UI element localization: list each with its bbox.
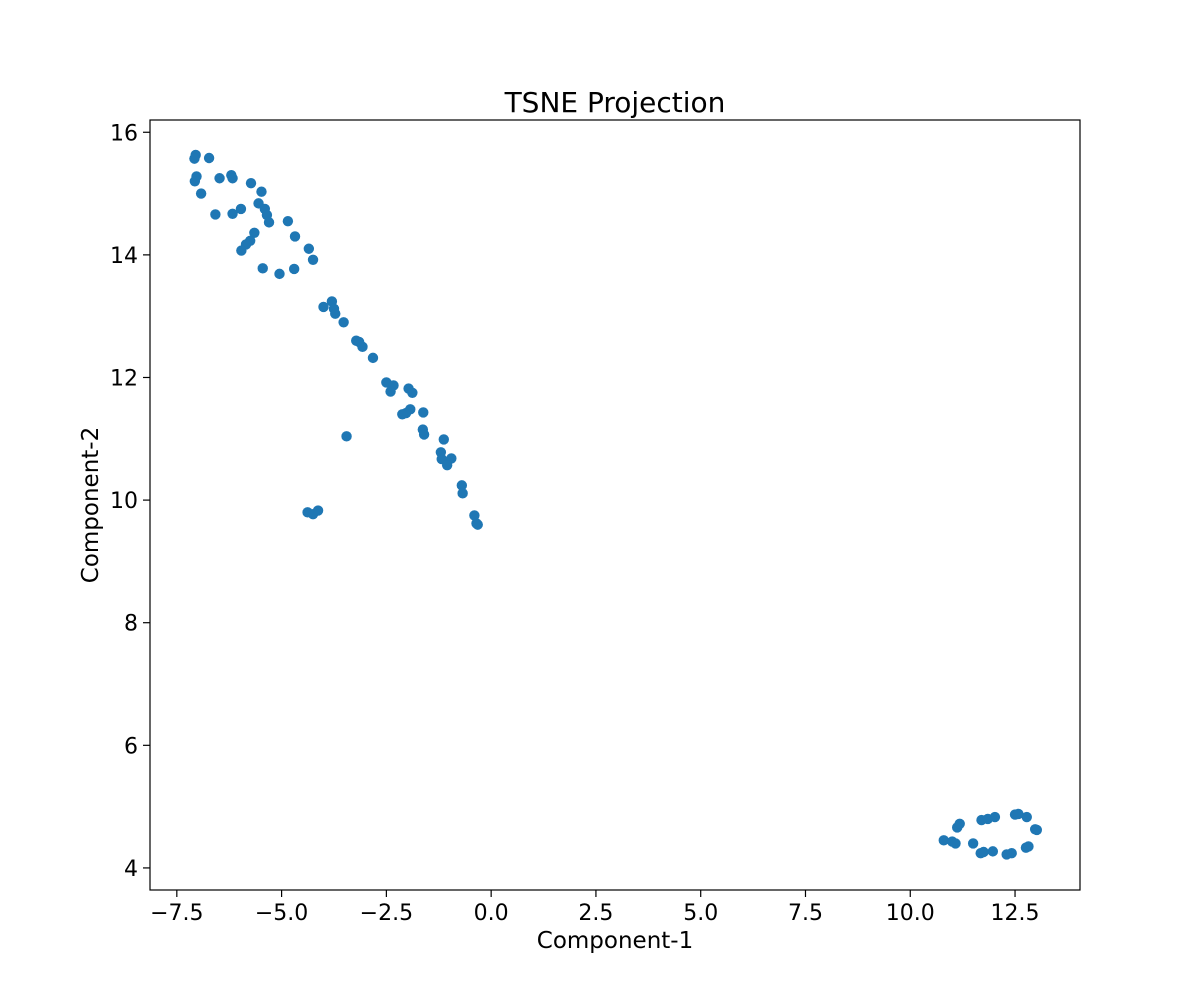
data-point xyxy=(214,173,225,184)
data-point xyxy=(263,217,275,228)
data-point xyxy=(274,268,285,280)
data-point xyxy=(938,835,949,846)
data-point xyxy=(987,846,999,857)
data-point xyxy=(203,152,215,164)
chart-title: TSNE Projection xyxy=(504,86,726,119)
x-tick-label: 5.0 xyxy=(683,901,718,926)
y-axis-ticks: 4 6 8 10 12 14 16 xyxy=(110,121,150,882)
x-tick-label: 10.0 xyxy=(886,901,935,926)
y-axis-label: Component-2 xyxy=(78,427,104,583)
data-point xyxy=(1021,811,1032,823)
data-point xyxy=(950,838,961,849)
data-point xyxy=(472,519,483,530)
data-point xyxy=(978,846,989,858)
data-point xyxy=(418,429,430,440)
y-tick-label: 12 xyxy=(110,366,138,391)
data-point xyxy=(307,254,319,265)
x-tick-label: −5.0 xyxy=(255,901,308,926)
data-point xyxy=(418,407,429,418)
data-points xyxy=(189,149,1043,860)
data-point xyxy=(289,231,301,242)
x-tick-label: 7.5 xyxy=(788,901,823,926)
data-point xyxy=(397,409,408,420)
data-point xyxy=(989,811,1001,823)
data-point xyxy=(357,341,368,353)
data-point xyxy=(227,173,238,184)
data-point xyxy=(227,208,238,219)
data-point xyxy=(967,838,979,849)
data-point xyxy=(288,263,300,275)
x-tick-label: −7.5 xyxy=(150,901,203,926)
data-point xyxy=(1031,824,1043,836)
data-point xyxy=(456,480,468,491)
data-point xyxy=(189,176,201,187)
data-point xyxy=(1006,848,1017,859)
data-point xyxy=(330,308,341,319)
data-point xyxy=(282,215,294,227)
data-point xyxy=(954,818,965,829)
data-point xyxy=(303,243,315,254)
plot-frame xyxy=(149,119,1081,891)
data-point xyxy=(189,153,200,164)
data-point xyxy=(341,431,352,442)
data-point xyxy=(245,177,257,189)
y-tick-label: 8 xyxy=(124,612,138,637)
data-point xyxy=(367,352,379,364)
data-point xyxy=(257,263,268,274)
y-tick-label: 10 xyxy=(110,489,138,514)
data-point xyxy=(1023,841,1034,852)
x-tick-label: 2.5 xyxy=(578,901,613,926)
x-tick-label: 0.0 xyxy=(474,901,509,926)
data-point xyxy=(195,188,207,199)
y-tick-label: 6 xyxy=(124,734,138,759)
data-point xyxy=(210,209,221,220)
data-point xyxy=(338,317,349,328)
y-tick-label: 4 xyxy=(124,857,138,882)
x-axis-label: Component-1 xyxy=(537,928,693,954)
data-point xyxy=(457,488,468,499)
x-axis-ticks: −7.5 −5.0 −2.5 0.0 2.5 5.0 7.5 10.0 12.5 xyxy=(150,890,1040,926)
data-point xyxy=(438,434,449,445)
y-tick-label: 16 xyxy=(110,121,138,146)
data-point xyxy=(407,387,418,399)
data-point xyxy=(318,301,329,313)
data-point xyxy=(385,386,396,397)
data-point xyxy=(312,505,324,516)
data-point xyxy=(1013,808,1024,820)
data-point xyxy=(441,459,453,471)
y-tick-label: 14 xyxy=(110,244,138,269)
data-point xyxy=(235,203,247,215)
data-point xyxy=(256,186,267,197)
data-point xyxy=(249,227,260,238)
x-tick-label: 12.5 xyxy=(991,901,1040,926)
data-point xyxy=(469,510,480,521)
x-tick-label: −2.5 xyxy=(360,901,413,926)
data-point xyxy=(236,245,247,256)
